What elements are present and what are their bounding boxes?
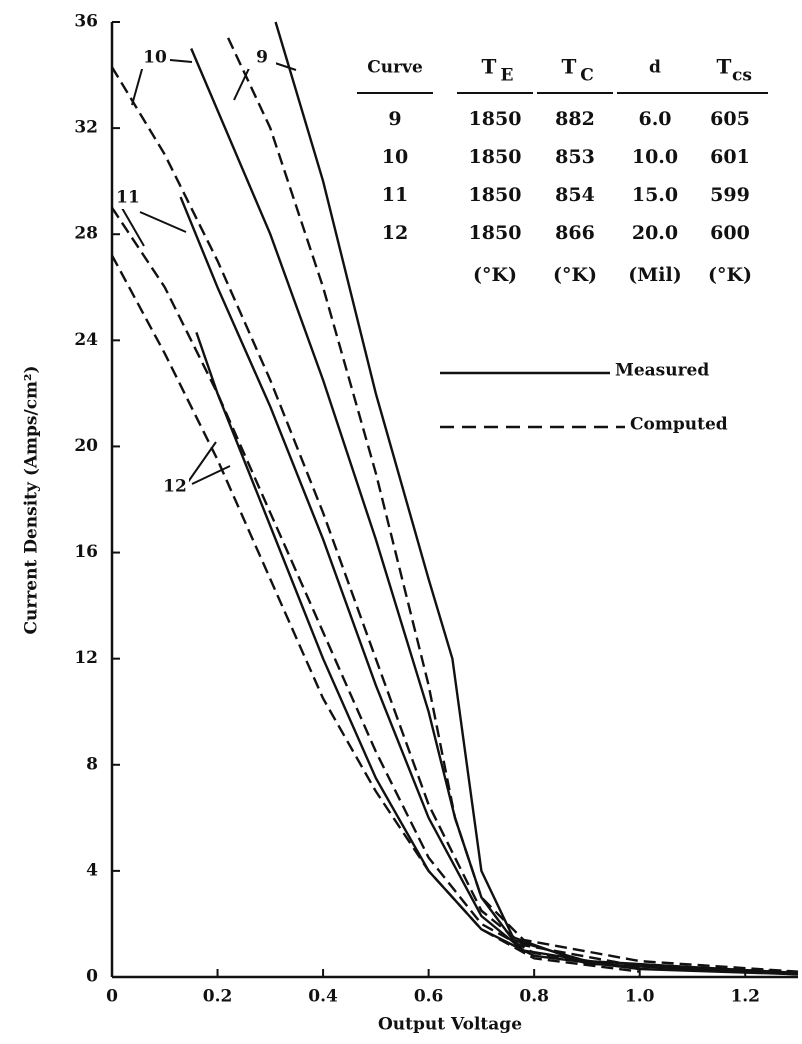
x-tick-label: 0.4 (308, 987, 338, 1007)
y-tick-label: 16 (74, 542, 98, 562)
legend-label: Measured (615, 361, 709, 381)
y-tick-label: 24 (74, 330, 98, 350)
x-axis-label: Output Voltage (378, 1015, 522, 1035)
table-cell: 854 (555, 184, 595, 206)
x-tick-label: 1.2 (730, 987, 760, 1007)
table-unit: (Mil) (628, 264, 681, 286)
table-cell: 600 (710, 222, 750, 244)
table-unit: (°K) (553, 264, 597, 286)
table-cell: 6.0 (638, 108, 671, 130)
table-cell: 10 (382, 146, 408, 168)
table-header-sub: cs (732, 66, 752, 86)
y-tick-label: 0 (86, 967, 98, 987)
legend-label: Computed (630, 415, 728, 435)
table-cell: 12 (382, 222, 408, 244)
table-cell: 11 (382, 184, 408, 206)
table-cell: 599 (710, 184, 750, 206)
y-tick-label: 4 (86, 860, 98, 880)
table-cell: 1850 (469, 108, 522, 130)
annotation: 9 (256, 48, 268, 68)
table-cell: 1850 (469, 184, 522, 206)
table-cell: 601 (710, 146, 750, 168)
table-unit: (°K) (473, 264, 517, 286)
table-cell: 1850 (469, 146, 522, 168)
chart: Current Density (Amps/cm²) Output Voltag… (0, 0, 802, 1040)
table-cell: 15.0 (632, 184, 678, 206)
table-header: T (562, 55, 577, 79)
table-header: Curve (367, 58, 423, 78)
y-tick-label: 32 (74, 118, 98, 138)
annotation: 12 (163, 477, 187, 497)
y-tick-label: 8 (86, 754, 98, 774)
table-cell: 853 (555, 146, 595, 168)
x-tick-label: 0.8 (519, 987, 549, 1007)
y-tick-label: 12 (74, 648, 98, 668)
table-cell: 1850 (469, 222, 522, 244)
table-cell: 9 (388, 108, 401, 130)
table-unit: (°K) (708, 264, 752, 286)
y-tick-label: 28 (74, 224, 98, 244)
x-tick-label: 0.2 (203, 987, 233, 1007)
x-tick-label: 1.0 (625, 987, 655, 1007)
annotation: 11 (116, 188, 140, 208)
y-tick-label: 36 (74, 12, 98, 32)
table-header: T (482, 55, 497, 79)
table-header-sub: E (501, 66, 514, 86)
table-cell: 10.0 (632, 146, 678, 168)
x-tick-label: 0 (106, 987, 118, 1007)
y-tick-label: 20 (74, 436, 98, 456)
table-cell: 20.0 (632, 222, 678, 244)
table-cell: 882 (555, 108, 595, 130)
table-header-sub: C (580, 66, 594, 86)
annotation: 10 (143, 48, 167, 68)
table-cell: 605 (710, 108, 750, 130)
y-axis-label: Current Density (Amps/cm²) (22, 365, 42, 634)
table-cell: 866 (555, 222, 595, 244)
x-tick-label: 0.6 (414, 987, 444, 1007)
table-header: d (649, 58, 661, 78)
table-header: T (717, 55, 732, 79)
